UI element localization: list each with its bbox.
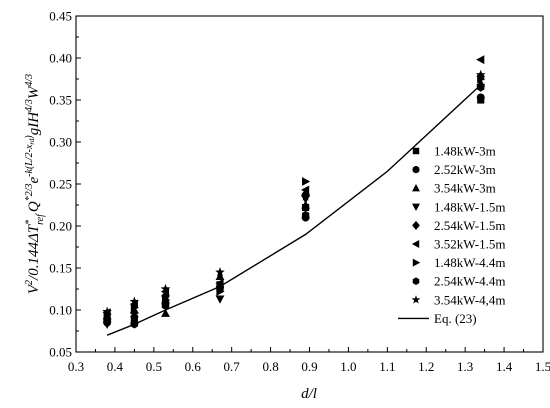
series-3 [102, 83, 486, 329]
legend-label: 1.48kW-1.5m [434, 199, 506, 214]
legend-label: 1.48kW-4.4m [434, 255, 506, 270]
legend-label: 3.54kW-3m [434, 181, 496, 196]
legend-item: 3.52kW-1.5m [411, 237, 506, 252]
series-2 [102, 78, 486, 320]
series-7 [103, 83, 485, 329]
legend-label: 2.54kW-1.5m [434, 218, 506, 233]
series-1 [103, 93, 485, 328]
legend-item: 1.48kW-4.4m [412, 255, 506, 270]
x-axis-ticks: 0.3 0.4 0.5 0.6 0.7 0.8 0.9 1.0 1.1 1.2 1.3 1.4 1.5 [68, 347, 550, 374]
legend: 1.48kW-3m 2.52kW-3m 3.54kW-3m 1.48kW-1.5m 2.… [398, 144, 506, 326]
legend-label: 3.52kW-1.5m [434, 237, 506, 252]
legend-label: 2.52kW-3m [434, 162, 496, 177]
series-5 [102, 55, 485, 317]
legend-marker [412, 220, 420, 230]
y-tick-label: 0.10 [49, 303, 72, 318]
legend-item: 2.54kW-4.4m [412, 274, 506, 289]
data-point [476, 55, 485, 65]
data-point [301, 200, 311, 209]
y-axis-title: V2/0.144ΔT*refQ*2/3e-k(L/2-xrd)gIH4/3W4/… [24, 74, 46, 294]
data-point [215, 278, 224, 288]
y-tick-label: 0.30 [49, 135, 72, 150]
x-tick-label: 1.2 [418, 359, 434, 374]
y-tick-label: 0.40 [49, 51, 72, 66]
legend-item: 3.54kW-3m [412, 181, 496, 196]
data-point [302, 177, 311, 186]
data-point [102, 306, 112, 316]
series-4 [102, 71, 485, 324]
x-tick-label: 0.8 [262, 359, 278, 374]
data-point [160, 283, 171, 294]
legend-marker [412, 165, 420, 174]
data-point [129, 296, 140, 306]
data-point [130, 320, 139, 329]
series-0 [103, 96, 485, 324]
data-point [301, 195, 311, 204]
y-tick-label: 0.35 [49, 93, 72, 108]
y-tick-label: 0.25 [49, 177, 72, 192]
x-tick-label: 1.1 [379, 359, 395, 374]
x-tick-label: 0.3 [68, 359, 84, 374]
y-tick-label: 0.15 [49, 261, 72, 276]
legend-label: 3.54kW-4,4m [434, 292, 506, 307]
series-6 [103, 74, 486, 319]
x-tick-label: 0.6 [185, 359, 202, 374]
legend-label: Eq. (23) [434, 311, 477, 326]
legend-item: 2.54kW-1.5m [412, 218, 506, 233]
data-point [103, 316, 111, 326]
data-points-layer [102, 55, 486, 329]
x-tick-label: 0.9 [301, 359, 317, 374]
data-point [130, 303, 139, 312]
data-point [476, 93, 485, 102]
y-tick-label: 0.20 [49, 219, 72, 234]
x-tick-label: 1.4 [496, 359, 513, 374]
legend-item: Eq. (23) [398, 311, 477, 326]
data-point [475, 69, 486, 79]
legend-item: 3.54kW-4,4m [411, 292, 506, 307]
legend-label: 1.48kW-3m [434, 144, 496, 159]
legend-marker [411, 240, 420, 248]
data-point [215, 295, 225, 304]
data-point [215, 267, 225, 277]
series-8 [102, 69, 486, 316]
y-tick-label: 0.05 [49, 345, 72, 360]
data-point [477, 83, 485, 92]
data-point [161, 295, 171, 305]
legend-item: 1.48kW-3m [412, 144, 496, 159]
data-point [161, 301, 170, 310]
x-tick-label: 1.3 [457, 359, 473, 374]
legend-label: 2.54kW-4.4m [434, 274, 506, 289]
x-tick-label: 0.7 [224, 359, 241, 374]
legend-item: 1.48kW-1.5m [412, 199, 506, 214]
data-point [161, 308, 170, 317]
x-tick-label: 0.5 [146, 359, 162, 374]
legend-marker [412, 184, 420, 192]
data-point [215, 271, 225, 280]
x-axis-title: d/l [301, 386, 317, 402]
legend-marker [412, 147, 420, 155]
data-point [216, 284, 224, 294]
legend-marker [412, 258, 421, 267]
legend-marker [412, 277, 420, 285]
data-point [300, 185, 310, 195]
x-tick-label: 0.4 [107, 359, 124, 374]
x-tick-label: 1.0 [340, 359, 356, 374]
data-point [301, 210, 310, 220]
y-tick-label: 0.45 [49, 9, 72, 24]
x-tick-label: 1.5 [535, 359, 550, 374]
legend-marker [412, 203, 420, 211]
data-point [300, 191, 311, 201]
legend-item: 2.52kW-3m [412, 162, 496, 177]
legend-marker [411, 295, 421, 304]
y-axis-ticks: 0.05 0.10 0.15 0.20 0.25 0.30 0.35 0.40 0.45 [49, 9, 81, 360]
data-point [130, 307, 139, 318]
